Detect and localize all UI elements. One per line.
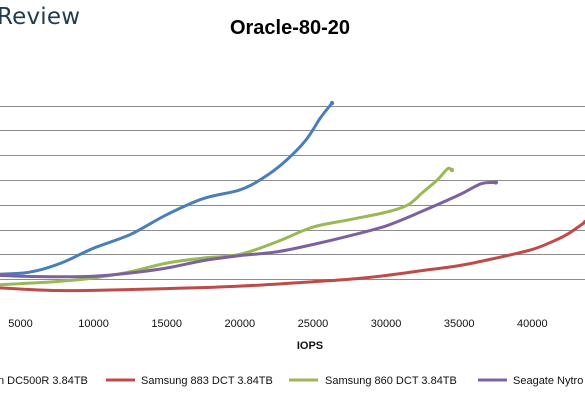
legend-label: Seagate Nytro	[513, 375, 583, 387]
x-axis-ticks: 5000 10000 15000 20000 25000 30000 35000 40000	[8, 318, 547, 330]
x-tick-label: 20000	[225, 318, 256, 330]
x-tick-label: 25000	[298, 318, 329, 330]
x-tick-label: 5000	[8, 318, 32, 330]
x-tick-label: 30000	[371, 318, 402, 330]
series-line	[0, 101, 334, 276]
gridlines	[0, 106, 585, 280]
legend-label: n DC500R 3.84TB	[0, 375, 88, 387]
chart-title: Oracle-80-20	[230, 17, 350, 39]
x-tick-label: 15000	[151, 318, 182, 330]
x-axis-label: IOPS	[297, 340, 323, 352]
series-end-point	[329, 100, 335, 106]
series-end-point	[449, 167, 455, 173]
series-end-point	[493, 180, 498, 185]
x-tick-label: 35000	[444, 318, 475, 330]
legend-label: Samsung 860 DCT 3.84TB	[325, 375, 457, 387]
series-line	[0, 166, 454, 287]
legend: n DC500R 3.84TB Samsung 883 DCT 3.84TB Sam…	[0, 375, 583, 387]
legend-label: Samsung 883 DCT 3.84TB	[141, 375, 273, 387]
x-tick-label: 10000	[78, 318, 109, 330]
series-end-point	[582, 219, 585, 225]
brand-logo-text: Review	[0, 4, 81, 30]
series-line	[0, 180, 498, 279]
x-tick-label: 40000	[517, 318, 548, 330]
series-lines	[0, 100, 585, 293]
series-line	[0, 220, 585, 293]
